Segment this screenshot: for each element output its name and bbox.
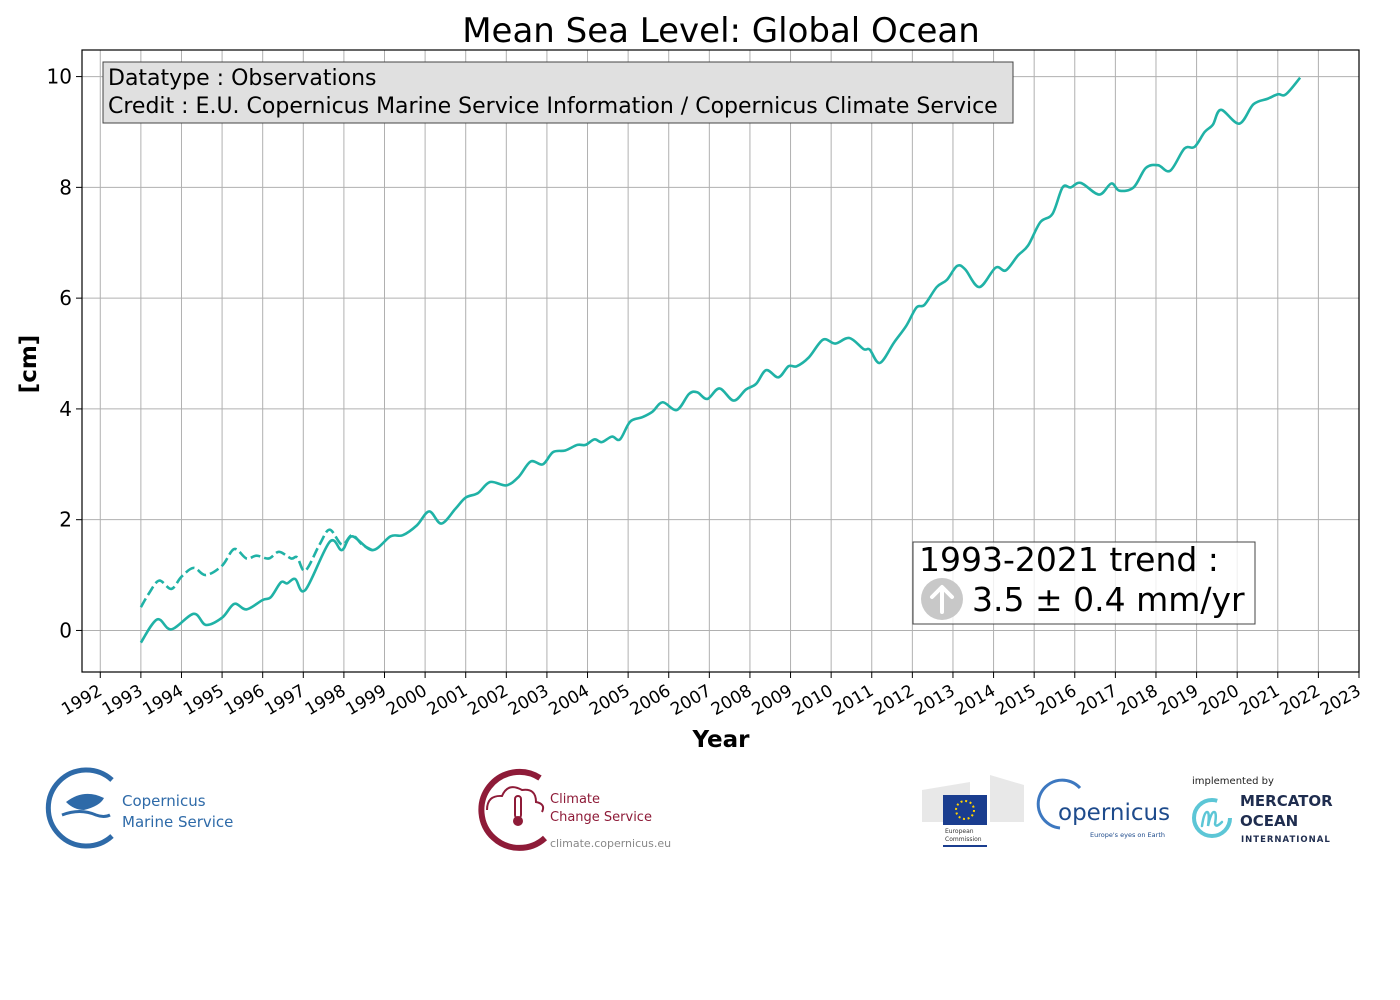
mercator-prefix: implemented by — [1192, 776, 1274, 787]
x-tick-label: 2022 — [1276, 681, 1323, 720]
mercator-line2: OCEAN — [1240, 812, 1298, 830]
y-tick-label: 10 — [47, 65, 72, 89]
x-tick-label: 2007 — [667, 681, 714, 720]
y-tick-label: 0 — [59, 618, 72, 642]
copernicus-name: opernicus — [1058, 800, 1170, 826]
series-lines — [139, 76, 1302, 644]
c3s-line2: Change Service — [550, 810, 652, 825]
x-tick-label: 1994 — [140, 681, 187, 720]
solid-series-line — [139, 76, 1302, 644]
climate-change-service-logo: Climate Change Service climate.copernicu… — [478, 768, 671, 851]
trend-value: 3.5 ± 0.4 mm/yr — [972, 580, 1245, 619]
mercator-line1: MERCATOR — [1240, 792, 1333, 810]
x-tick-label: 2023 — [1317, 681, 1364, 720]
x-tick-label: 2006 — [627, 681, 674, 720]
x-tick-label: 2000 — [383, 681, 430, 720]
x-tick-label: 1997 — [261, 681, 308, 720]
x-tick-label: 1999 — [343, 681, 390, 720]
y-tick-label: 8 — [59, 175, 72, 199]
trend-period: 1993-2021 trend : — [919, 540, 1219, 579]
plot-frame — [81, 49, 1360, 673]
mercator-ocean-logo: implemented by MERCATOR OCEAN INTERNATIO… — [1192, 776, 1333, 845]
y-axis-label: [cm] — [16, 335, 42, 394]
x-tick-label: 1995 — [180, 681, 227, 720]
copernicus-tagline: Europe's eyes on Earth — [1090, 831, 1165, 839]
x-tick-label: 1996 — [221, 681, 268, 720]
y-tick-label: 4 — [59, 397, 72, 421]
cmems-line2: Marine Service — [122, 813, 233, 831]
x-tick-label: 2003 — [505, 681, 552, 720]
x-tick-label: 2013 — [911, 681, 958, 720]
arrow-up-circle-icon — [921, 578, 963, 620]
y-tick-label: 2 — [59, 508, 72, 532]
copernicus-logo: opernicus Europe's eyes on Earth — [1036, 778, 1170, 839]
x-axis-label: Year — [691, 727, 750, 753]
x-tick-label: 2009 — [749, 681, 796, 720]
x-tick-label: 2016 — [1033, 681, 1080, 720]
logos-row: Copernicus Marine Service Climate Change… — [45, 767, 1333, 851]
x-tick-label: 2021 — [1236, 681, 1283, 720]
x-tick-label: 2005 — [586, 681, 633, 720]
sea-level-chart: Mean Sea Level: Global Ocean 19921993199… — [16, 11, 1365, 753]
cmems-line1: Copernicus — [122, 792, 206, 810]
x-tick-label: 2019 — [1155, 681, 1202, 720]
info-datatype: Datatype : Observations — [108, 66, 377, 91]
x-tick-label: 2002 — [464, 681, 511, 720]
x-tick-label: 1993 — [99, 681, 146, 720]
european-commission-logo: European Commission — [922, 775, 1024, 847]
mercator-m-glyph — [1200, 810, 1224, 828]
x-tick-label: 2011 — [830, 681, 877, 720]
copernicus-marine-logo: Copernicus Marine Service — [45, 767, 233, 849]
x-tick-label: 2014 — [952, 681, 999, 720]
x-tick-label: 2010 — [789, 681, 836, 720]
x-tick-label: 2008 — [708, 681, 755, 720]
c3s-line1: Climate — [550, 792, 600, 807]
mercator-line3: INTERNATIONAL — [1241, 835, 1331, 845]
x-tick-label: 2001 — [424, 681, 471, 720]
ec-line2: Commission — [945, 836, 982, 843]
c3s-url: climate.copernicus.eu — [550, 837, 671, 850]
x-tick-label: 2020 — [1195, 681, 1242, 720]
x-tick-label: 2012 — [870, 681, 917, 720]
x-tick-label: 1998 — [302, 681, 349, 720]
ec-line1: European — [945, 828, 974, 835]
x-tick-label: 2017 — [1073, 681, 1120, 720]
trend-box: 1993-2021 trend : 3.5 ± 0.4 mm/yr — [912, 540, 1256, 625]
x-tick-label: 2015 — [992, 681, 1039, 720]
x-tick-label: 2004 — [546, 681, 593, 720]
info-box: Datatype : Observations Credit : E.U. Co… — [102, 61, 1014, 124]
y-tick-label: 6 — [59, 286, 72, 310]
info-credit: Credit : E.U. Copernicus Marine Service … — [108, 94, 998, 119]
dashed-series-line — [139, 528, 373, 608]
x-tick-label: 2018 — [1114, 681, 1161, 720]
chart-title: Mean Sea Level: Global Ocean — [462, 11, 980, 51]
x-tick-label: 1992 — [58, 681, 105, 720]
